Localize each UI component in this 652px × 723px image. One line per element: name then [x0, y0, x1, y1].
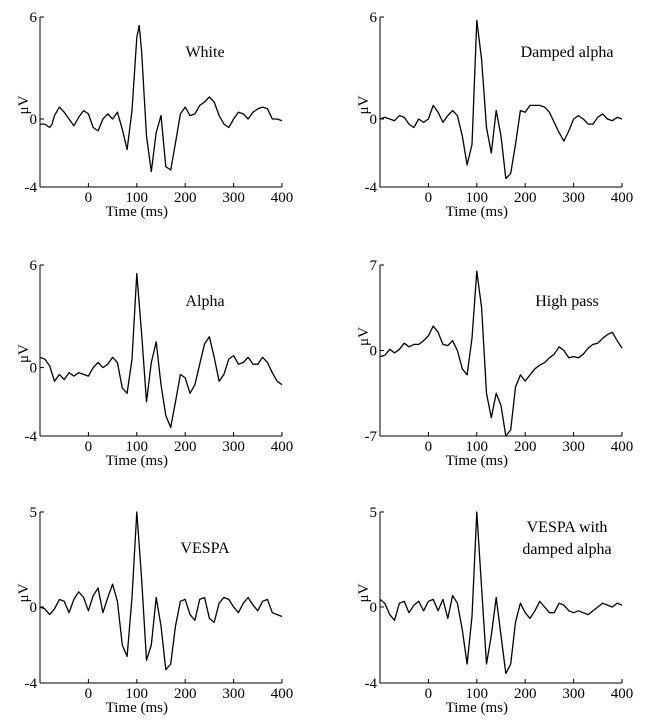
waveform-line — [39, 272, 283, 429]
x-tick-label: 0 — [425, 439, 433, 455]
y-tick-label: -4 — [365, 676, 378, 692]
x-tick-label: 100 — [466, 686, 489, 702]
condition-label: Damped alpha — [521, 44, 614, 61]
x-tick-label: 100 — [126, 686, 149, 702]
y-tick-label: 0 — [30, 600, 38, 616]
x-axis-label: Time (ms) — [106, 453, 168, 469]
y-tick-label: 0 — [370, 600, 378, 616]
y-tick-label: -4 — [25, 676, 38, 692]
x-axis-label: Time (ms) — [446, 204, 508, 220]
x-tick-label: 100 — [126, 439, 149, 455]
y-axis-label: μV — [356, 583, 372, 602]
x-tick-label: 400 — [271, 686, 294, 702]
y-tick-label: -4 — [25, 180, 38, 196]
y-tick-label: 0 — [370, 112, 378, 128]
y-tick-label: 0 — [30, 361, 38, 377]
y-axis-label: μV — [16, 344, 32, 363]
x-tick-label: 200 — [174, 439, 197, 455]
x-axis-label: Time (ms) — [106, 700, 168, 716]
waveform-line — [379, 19, 623, 180]
x-tick-label: 300 — [222, 190, 245, 206]
x-axis-label: Time (ms) — [446, 700, 508, 716]
waveform-line — [40, 24, 283, 173]
waveform-line — [379, 511, 623, 675]
x-tick-label: 300 — [562, 439, 585, 455]
x-tick-label: 400 — [271, 439, 294, 455]
x-tick-label: 300 — [222, 686, 245, 702]
condition-label: VESPA — [180, 540, 230, 557]
x-tick-label: 200 — [514, 190, 537, 206]
x-tick-label: 0 — [425, 686, 433, 702]
x-tick-label: 400 — [611, 686, 634, 702]
y-tick-label: 6 — [370, 10, 378, 26]
waveform-line — [39, 511, 283, 671]
x-tick-label: 300 — [222, 439, 245, 455]
condition-label: White — [185, 44, 224, 61]
x-tick-label: 400 — [611, 439, 634, 455]
x-tick-label: 0 — [85, 686, 93, 702]
x-tick-label: 0 — [85, 439, 93, 455]
y-tick-label: 5 — [30, 505, 38, 521]
x-tick-label: 100 — [126, 190, 149, 206]
x-tick-label: 100 — [466, 439, 489, 455]
x-axis-label: Time (ms) — [446, 453, 508, 469]
x-tick-label: 400 — [611, 190, 634, 206]
chart-panel-2: -4 0 6 0 100 200 300 400 Time (ms) μV Damped alpha — [356, 10, 633, 220]
y-axis-label: μV — [356, 327, 372, 346]
x-tick-label: 300 — [562, 190, 585, 206]
y-tick-label: 7 — [370, 258, 378, 274]
x-axis-label: Time (ms) — [106, 204, 168, 220]
x-tick-label: 200 — [174, 190, 197, 206]
x-tick-label: 0 — [85, 190, 93, 206]
x-tick-label: 100 — [466, 190, 489, 206]
y-tick-label: 0 — [30, 112, 38, 128]
chart-panel-4: -7 0 7 0 100 200 300 400 Time (ms) μV High pass — [356, 258, 633, 469]
chart-panel-3: -4 0 6 0 100 200 300 400 Time (ms) μV Alpha — [16, 258, 293, 469]
condition-label: damped alpha — [522, 541, 611, 558]
y-tick-label: -4 — [25, 429, 38, 445]
y-axis-label: μV — [356, 95, 372, 114]
y-axis-label: μV — [16, 95, 32, 114]
y-tick-label: 6 — [30, 258, 38, 274]
y-tick-label: -4 — [365, 180, 378, 196]
condition-label: VESPA with — [527, 519, 608, 536]
y-tick-label: 5 — [370, 505, 378, 521]
y-tick-label: -7 — [365, 429, 378, 445]
condition-label: Alpha — [185, 293, 224, 310]
x-tick-label: 200 — [514, 439, 537, 455]
chart-panel-1: -4 0 6 0 100 200 300 400 Time (ms) μV White — [16, 10, 293, 220]
x-tick-label: 400 — [271, 190, 294, 206]
y-tick-label: 0 — [370, 344, 378, 360]
y-tick-label: 6 — [30, 10, 38, 26]
x-tick-label: 0 — [425, 190, 433, 206]
x-tick-label: 300 — [562, 686, 585, 702]
x-tick-label: 200 — [174, 686, 197, 702]
x-tick-label: 200 — [514, 686, 537, 702]
y-axis-label: μV — [16, 583, 32, 602]
waveform-line — [379, 270, 623, 437]
condition-label: High pass — [535, 293, 599, 310]
